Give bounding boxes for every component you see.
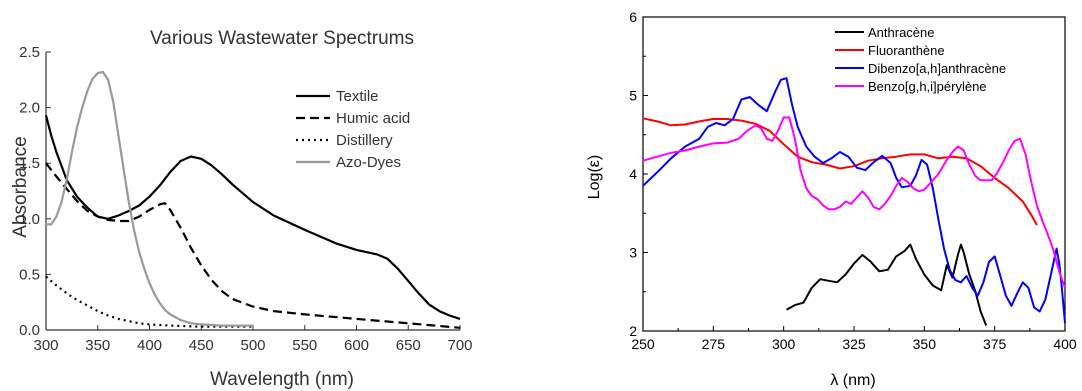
- chart-left-x-tick-label: 700: [447, 337, 472, 354]
- chart-left-series-distillery: [45, 275, 253, 328]
- chart-right-x-tick-label: 350: [913, 336, 937, 352]
- chart-left-x-tick-label: 400: [137, 337, 162, 354]
- chart-left-y-tick-label: 0.0: [19, 322, 40, 339]
- chart-right-y-tick-label: 6: [629, 9, 637, 25]
- chart-left-legend-label: Humic acid: [336, 110, 410, 127]
- chart-left-x-tick-label: 450: [189, 337, 214, 354]
- chart-left-series-textile: [44, 115, 461, 320]
- chart-left-y-tick-label: 2.0: [19, 100, 40, 117]
- chart-right-series-anthracene: [786, 243, 988, 326]
- chart-left-y-axis-label: Absorbance: [10, 136, 31, 237]
- chart-left-y-tick-label: 0.5: [19, 266, 40, 283]
- chart-right-x-tick-label: 400: [1053, 336, 1077, 352]
- chart-right-x-tick-label: 300: [772, 336, 796, 352]
- chart-right-x-tick-label: 250: [631, 336, 655, 352]
- chart-right-series-benzo-g-h-i-perylene: [642, 116, 1066, 289]
- chart-left-x-tick-label: 600: [344, 337, 369, 354]
- chart-left-series-azo-dyes: [46, 70, 253, 327]
- chart-left-absorbance: Various Wastewater Spectrums 300 350 400 45…: [10, 28, 473, 390]
- chart-left-y-tick-label: 1.0: [19, 211, 40, 228]
- chart-right-x-tick-label: 275: [702, 336, 726, 352]
- chart-left-x-tick-label: 650: [396, 337, 421, 354]
- chart-right-legend-label: Anthracène: [868, 25, 935, 40]
- chart-right-legend-label: Dibenzo[a,h]anthracène: [868, 61, 1006, 76]
- chart-left-plot-area: 300 350 400 450 500 550 600 650 700 0.0 0.5 1.0 1.5 2…: [19, 44, 472, 354]
- chart-left-title: Various Wastewater Spectrums: [150, 28, 414, 49]
- chart-right-series-dibenzo-a-h-anthracene: [642, 77, 1066, 324]
- chart-left-x-tick-label: 550: [292, 337, 317, 354]
- chart-right-legend-label: Fluoranthène: [868, 43, 945, 58]
- chart-right-y-tick-label: 5: [629, 88, 637, 104]
- chart-right-x-axis-label: λ (nm): [830, 372, 875, 389]
- chart-left-y-tick-label: 1.5: [19, 155, 40, 172]
- chart-left-legend: Textile Humic acid Distillery Azo-Dyes: [296, 88, 410, 171]
- chart-left-x-tick-label: 500: [240, 337, 265, 354]
- chart-left-x-tick-label: 300: [33, 337, 58, 354]
- chart-right-y-tick-label: 2: [629, 323, 637, 339]
- chart-right-series-fluoranthene: [642, 117, 1038, 226]
- chart-right-y-tick-label: 3: [629, 245, 637, 261]
- chart-left-y-tick-label: 2.5: [19, 44, 40, 61]
- chart-right-legend: Anthracène Fluoranthène Dibenzo[a,h]anthra…: [835, 25, 1006, 94]
- chart-right-x-tick-label: 375: [983, 336, 1007, 352]
- chart-left-legend-label: Distillery: [336, 132, 393, 149]
- chart-right-x-tick-label: 325: [842, 336, 866, 352]
- chart-left-legend-label: Azo-Dyes: [336, 154, 401, 171]
- chart-right-y-axis-label: Log(ε): [586, 155, 603, 199]
- chart-left-series-humic-acid: [45, 162, 461, 329]
- chart-right-legend-label: Benzo[g,h,i]pérylène: [868, 79, 987, 94]
- chart-right-plot-area: 250 275 300 325 350 375 400 2 3 4 5 6 Anthracène Fluo…: [629, 9, 1077, 352]
- chart-left-legend-label: Textile: [336, 88, 379, 105]
- chart-left-x-tick-label: 350: [85, 337, 110, 354]
- chart-left-x-axis-label: Wavelength (nm): [210, 369, 354, 390]
- chart-right-log-epsilon: 250 275 300 325 350 375 400 2 3 4 5 6 Anthracène Fluo…: [586, 9, 1077, 389]
- chart-right-y-tick-label: 4: [629, 166, 637, 182]
